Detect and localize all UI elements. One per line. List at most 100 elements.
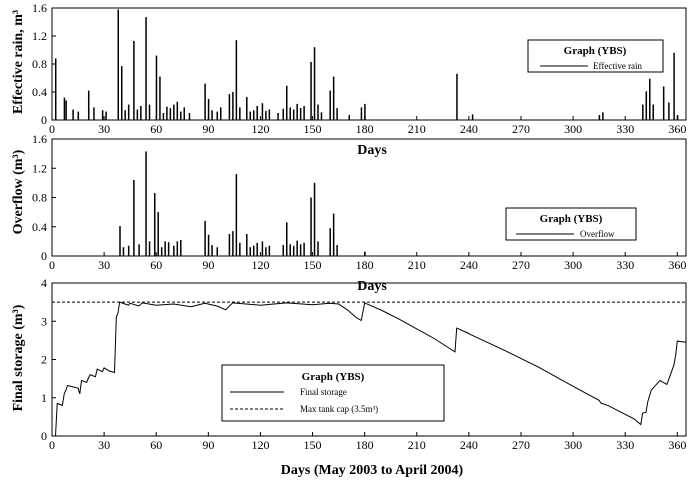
panel2-x-tick-label: 90 xyxy=(202,258,214,272)
panel2-legend: Graph (YBS) Overflow xyxy=(505,207,637,241)
panel3-x-tick-label: 300 xyxy=(564,438,582,452)
panel2-y-tick-label: 0.8 xyxy=(32,191,47,205)
panel1-bar xyxy=(173,104,175,120)
panel2-x-tick-label: 150 xyxy=(304,258,322,272)
panel1-bar xyxy=(668,102,670,120)
panel3-legend: Graph (YBS) Final storage Max tank cap (… xyxy=(221,364,445,422)
panel1-legend-title: Graph (YBS) xyxy=(564,45,627,57)
panel1-bar xyxy=(289,107,291,120)
panel2-y-tick-label: 1.6 xyxy=(32,132,47,146)
panel1-bar xyxy=(105,111,107,120)
panel1-bar xyxy=(313,47,316,121)
panel2-bar xyxy=(133,179,135,256)
panel2-bar xyxy=(148,241,151,256)
panel1-bar xyxy=(261,103,264,120)
panel2-bar xyxy=(207,234,210,256)
panel1-legend-box xyxy=(527,39,664,73)
panel2-y-tick-label: 1.2 xyxy=(32,161,47,175)
panel2-bar xyxy=(313,182,316,256)
panel2-bar xyxy=(145,151,147,256)
panel1-bar xyxy=(239,107,241,120)
panel1-bar xyxy=(256,106,258,120)
panel2-x-tick-label: 210 xyxy=(408,258,426,272)
panel2-bar xyxy=(282,245,285,256)
panel1-bar xyxy=(456,73,458,120)
panel1-bar xyxy=(166,106,168,120)
panel1-bar xyxy=(155,55,158,120)
panel1-bar xyxy=(159,76,161,120)
panel2-bar xyxy=(289,244,291,256)
panel1-bar xyxy=(265,110,267,120)
panel2-x-tick-label: 360 xyxy=(668,258,686,272)
panel1-bar xyxy=(211,110,213,120)
panel1-bar xyxy=(277,113,279,120)
panel1-bar xyxy=(93,107,95,120)
panel1-bar xyxy=(652,104,654,120)
panel1-legend: Graph (YBS) Effective rain xyxy=(527,39,664,73)
panel2-bar xyxy=(256,242,258,256)
panel1-bar xyxy=(124,110,126,120)
panel2-bar xyxy=(265,247,267,256)
panel1-bar xyxy=(320,112,323,120)
panel1-bar xyxy=(207,99,210,120)
panel1-bar xyxy=(364,103,366,120)
panel3-storage-line xyxy=(53,301,687,437)
panel1-bar xyxy=(292,109,295,120)
panel2-bar xyxy=(252,245,255,256)
panel2-bar xyxy=(329,228,331,256)
panel1-bar xyxy=(246,96,248,120)
panel1-bar xyxy=(77,111,80,120)
panel2-x-tick-label: 60 xyxy=(150,258,162,272)
panel2-bar xyxy=(180,239,182,256)
panel1-bar xyxy=(145,17,147,121)
panel3-x-tick-label: 30 xyxy=(98,438,110,452)
panel1-bar xyxy=(642,104,644,120)
panel3-x-axis-title: Days (May 2003 to April 2004) xyxy=(281,463,464,478)
panel1-bar xyxy=(598,115,601,120)
panel1-y-tick-label: 0 xyxy=(41,113,47,127)
panel2-x-axis-title: Days xyxy=(357,279,387,294)
panel1-y-tick-label: 1.6 xyxy=(32,1,47,15)
panel1-bar xyxy=(662,86,665,120)
panel2-x-tick-label: 180 xyxy=(356,258,374,272)
panel1-bar xyxy=(649,78,651,120)
panel2-legend-entry: Overflow xyxy=(580,229,615,239)
panel2-bar xyxy=(160,247,163,256)
panel3-x-tick-label: 210 xyxy=(408,438,426,452)
panel2-bar xyxy=(216,247,219,256)
panel1-bar xyxy=(183,107,186,120)
panel1-x-axis-title: Days xyxy=(357,143,387,158)
panel2-bar xyxy=(232,231,234,256)
panel1-bar xyxy=(63,97,66,120)
panel2-bar xyxy=(310,197,312,256)
panel3-x-tick-label: 90 xyxy=(202,438,214,452)
panel3-y-tick-label: 0 xyxy=(41,429,47,443)
panel2-bar xyxy=(292,245,295,256)
panel3-y-axis-title: Final storage (m³) xyxy=(11,304,26,411)
panel2-x-tick-label: 240 xyxy=(460,258,478,272)
panel2-bar xyxy=(285,222,288,256)
panel2-bar xyxy=(211,245,213,256)
panel2-bar xyxy=(249,247,252,256)
panel1-x-tick-label: 360 xyxy=(668,122,686,136)
panel1-bar xyxy=(299,108,302,120)
panel1-x-tick-label: 240 xyxy=(460,122,478,136)
panel1-bar xyxy=(180,111,182,120)
panel2-bar xyxy=(119,226,121,256)
panel1-bar xyxy=(204,83,206,120)
panel1-bar xyxy=(101,110,104,120)
panel3-legend-title: Graph (YBS) xyxy=(302,371,365,383)
panel2-bar xyxy=(239,242,241,256)
panel1-bar xyxy=(120,66,123,120)
panel1-x-tick-label: 150 xyxy=(304,122,322,136)
panel3-x-tick-label: 330 xyxy=(616,438,634,452)
panel3-y-tick-label: 2 xyxy=(41,353,47,367)
panel2-x-tick-label: 0 xyxy=(49,258,55,272)
panel1-legend-entry: Effective rain xyxy=(593,61,643,71)
panel1-bar xyxy=(296,103,298,120)
panel2-y-tick-label: 0.4 xyxy=(32,220,47,234)
panel3-x-tick-label: 150 xyxy=(304,438,322,452)
panel1-x-tick-label: 180 xyxy=(356,122,374,136)
panel3-x-tick-label: 240 xyxy=(460,438,478,452)
